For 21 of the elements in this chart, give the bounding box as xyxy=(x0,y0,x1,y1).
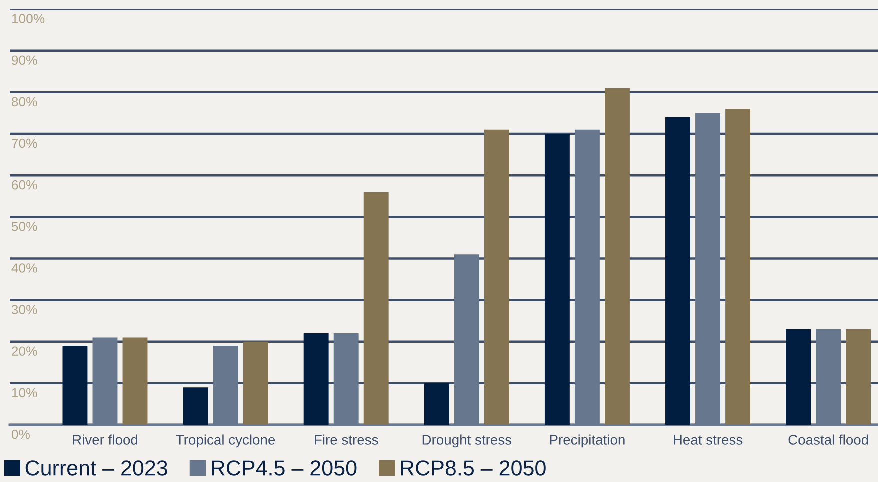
y-tick-label: 70% xyxy=(12,138,38,148)
y-tick-label: 30% xyxy=(12,305,38,314)
x-tick-label: River flood xyxy=(73,434,138,445)
y-tick-label: 40% xyxy=(12,264,38,273)
y-tick-label: 90% xyxy=(12,56,38,66)
legend-label: RCP4.5 – 2050 xyxy=(212,460,357,476)
x-tick-label: Coastal flood xyxy=(788,434,868,445)
y-tick-label: 60% xyxy=(12,180,38,190)
legend-label: Current – 2023 xyxy=(26,460,168,476)
x-tick-label: Heat stress xyxy=(674,435,743,445)
x-tick-label: Precipitation xyxy=(550,434,625,448)
x-tick-label: Tropical cyclone xyxy=(176,434,276,448)
y-tick-label: 50% xyxy=(12,222,38,232)
x-tick-label: Fire stress xyxy=(315,434,378,445)
y-tick-label: 80% xyxy=(12,97,38,107)
y-tick-label: 0% xyxy=(12,430,30,440)
y-tick-label: 100% xyxy=(12,14,45,24)
legend-label: RCP8.5 – 2050 xyxy=(401,460,546,476)
y-tick-label: 10% xyxy=(12,388,38,398)
x-tick-label: Drought stress xyxy=(422,434,512,448)
y-tick-label: 20% xyxy=(12,346,38,356)
